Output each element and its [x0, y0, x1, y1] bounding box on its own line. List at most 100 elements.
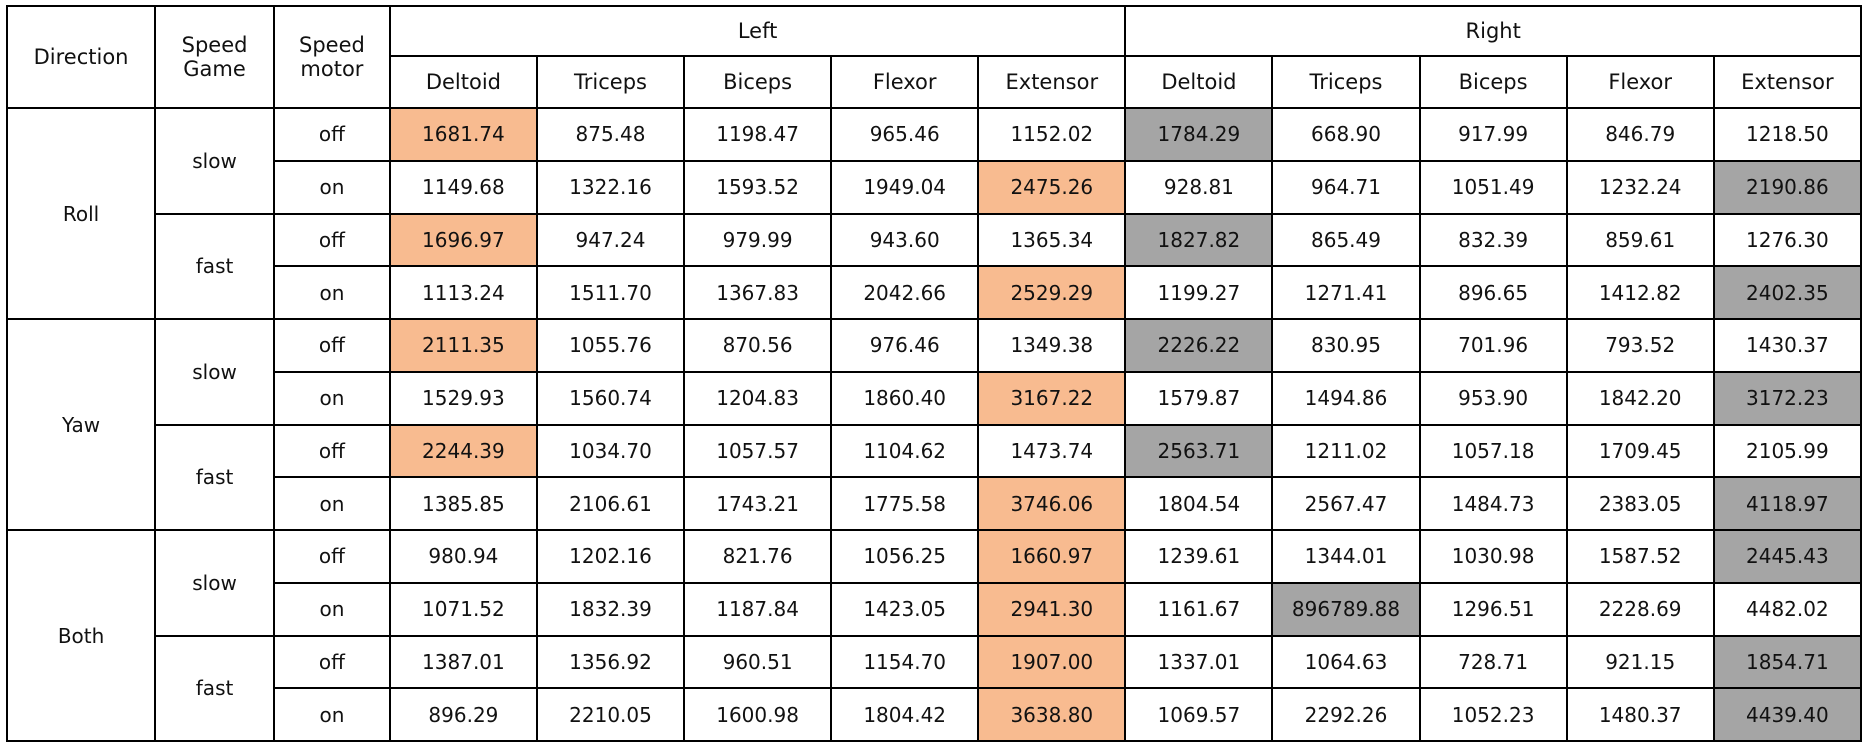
value-cell: 1832.39: [535, 581, 686, 637]
value-cell: 1052.23: [1418, 687, 1568, 742]
header-right-biceps: Biceps: [1418, 55, 1568, 109]
value-cell: 1579.87: [1124, 370, 1274, 426]
value-cell: 793.52: [1565, 318, 1715, 373]
table-row: fast off 2244.39 1034.70 1057.57 1104.62 1473.…: [7, 423, 1863, 531]
header-direction: Direction: [5, 5, 157, 109]
direction-cell: Both: [5, 529, 157, 742]
value-cell: 1593.52: [683, 159, 833, 215]
value-cell: 1161.67: [1124, 581, 1274, 637]
value-cell: 3167.22: [977, 370, 1127, 426]
speed-motor-cell: off: [273, 212, 391, 268]
value-cell: 896.65: [1418, 265, 1568, 320]
value-cell: 1154.70: [830, 634, 980, 690]
value-cell: 1344.01: [1271, 529, 1421, 584]
value-cell: 1069.57: [1124, 687, 1274, 742]
speed-game-cell: slow: [154, 529, 275, 637]
value-cell: 1842.20: [1565, 370, 1715, 426]
value-cell: 1784.29: [1124, 107, 1274, 162]
value-cell: 1057.57: [683, 423, 833, 479]
value-cell: 1827.82: [1124, 212, 1274, 268]
direction-cell: Yaw: [5, 318, 157, 531]
header-right-flexor: Flexor: [1565, 55, 1715, 109]
table-row: Yaw slow off 2111.35 1055.76 870.56 976.46 1349…: [5, 318, 1863, 531]
header-speed-game: Speed Game: [154, 5, 275, 109]
table-body: Roll slow off 1681.74 875.48 1198.47 965.46 115…: [5, 107, 1863, 742]
table-row: fast off 1696.97 947.24 979.99 943.60 1365.34 1…: [7, 212, 1863, 320]
value-cell: 3746.06: [977, 476, 1127, 531]
speed-game-cell: fast: [154, 423, 275, 531]
table-row: on 1113.24 1511.70 1367.83 2042.66 2529.29 119…: [7, 265, 1863, 320]
value-cell: 1529.93: [388, 370, 538, 426]
value-cell: 1365.34: [977, 212, 1127, 268]
header-left-extensor: Extensor: [977, 55, 1127, 109]
value-cell: 1349.38: [977, 318, 1127, 373]
value-cell: 1860.40: [830, 370, 980, 426]
value-cell: 979.99: [683, 212, 833, 268]
value-cell: 1271.41: [1271, 265, 1421, 320]
speed-game-cell: slow: [154, 107, 275, 215]
value-cell: 1511.70: [535, 265, 686, 320]
value-cell: 1412.82: [1565, 265, 1715, 320]
value-cell: 1560.74: [535, 370, 686, 426]
header-right-triceps: Triceps: [1271, 55, 1421, 109]
value-cell: 1430.37: [1712, 318, 1863, 373]
value-cell: 865.49: [1271, 212, 1421, 268]
value-cell: 1494.86: [1271, 370, 1421, 426]
value-cell: 1681.74: [388, 107, 538, 162]
value-cell: 1600.98: [683, 687, 833, 742]
value-cell: 1743.21: [683, 476, 833, 531]
value-cell: 1202.16: [535, 529, 686, 584]
value-cell: 4439.40: [1712, 687, 1863, 742]
table-row: on 1529.93 1560.74 1204.83 1860.40 3167.22 157…: [7, 370, 1863, 426]
value-cell: 896.29: [388, 687, 538, 742]
speed-game-cell: slow: [154, 318, 275, 426]
value-cell: 2563.71: [1124, 423, 1274, 479]
value-cell: 1775.58: [830, 476, 980, 531]
value-cell: 917.99: [1418, 107, 1568, 162]
value-cell: 980.94: [388, 529, 538, 584]
value-cell: 2292.26: [1271, 687, 1421, 742]
value-cell: 832.39: [1418, 212, 1568, 268]
header-right-deltoid: Deltoid: [1124, 55, 1274, 109]
value-cell: 1385.85: [388, 476, 538, 531]
value-cell: 4118.97: [1712, 476, 1863, 531]
value-cell: 947.24: [535, 212, 686, 268]
value-cell: 1030.98: [1418, 529, 1568, 584]
value-cell: 870.56: [683, 318, 833, 373]
speed-motor-cell: off: [273, 423, 391, 479]
value-cell: 728.71: [1418, 634, 1568, 690]
header-left-triceps: Triceps: [535, 55, 686, 109]
value-cell: 2042.66: [830, 265, 980, 320]
speed-motor-cell: off: [273, 634, 391, 690]
speed-motor-cell: on: [273, 687, 391, 742]
value-cell: 1149.68: [388, 159, 538, 215]
value-cell: 1071.52: [388, 581, 538, 637]
value-cell: 1854.71: [1712, 634, 1863, 690]
speed-motor-cell: on: [273, 581, 391, 637]
value-cell: 1949.04: [830, 159, 980, 215]
value-cell: 1064.63: [1271, 634, 1421, 690]
value-cell: 1199.27: [1124, 265, 1274, 320]
header-left-flexor: Flexor: [830, 55, 980, 109]
value-cell: 1337.01: [1124, 634, 1274, 690]
value-cell: 4482.02: [1712, 581, 1863, 637]
value-cell: 1034.70: [535, 423, 686, 479]
value-cell: 2244.39: [388, 423, 538, 479]
value-cell: 859.61: [1565, 212, 1715, 268]
value-cell: 1218.50: [1712, 107, 1863, 162]
value-cell: 1113.24: [388, 265, 538, 320]
value-cell: 1322.16: [535, 159, 686, 215]
value-cell: 896789.88: [1271, 581, 1421, 637]
speed-motor-cell: on: [273, 370, 391, 426]
value-cell: 1051.49: [1418, 159, 1568, 215]
value-cell: 1696.97: [388, 212, 538, 268]
value-cell: 2105.99: [1712, 423, 1863, 479]
table-row: Both slow off 980.94 1202.16 821.76 1056.25 166…: [5, 529, 1863, 742]
value-cell: 668.90: [1271, 107, 1421, 162]
direction-cell: Roll: [5, 107, 157, 320]
value-cell: 1804.54: [1124, 476, 1274, 531]
value-cell: 1239.61: [1124, 529, 1274, 584]
value-cell: 943.60: [830, 212, 980, 268]
speed-game-cell: fast: [154, 634, 275, 742]
value-cell: 2567.47: [1271, 476, 1421, 531]
